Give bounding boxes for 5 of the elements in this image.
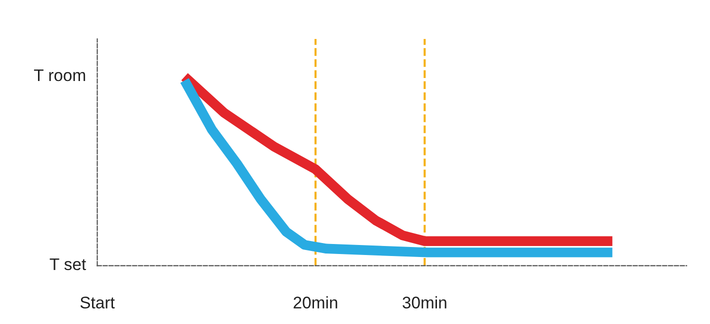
text: T room <box>34 70 86 82</box>
x-tick-label: Start <box>80 296 115 308</box>
x-tick-label: 30min <box>402 296 446 308</box>
text: T set <box>50 258 86 270</box>
x-tick-label: 20min <box>294 296 338 308</box>
